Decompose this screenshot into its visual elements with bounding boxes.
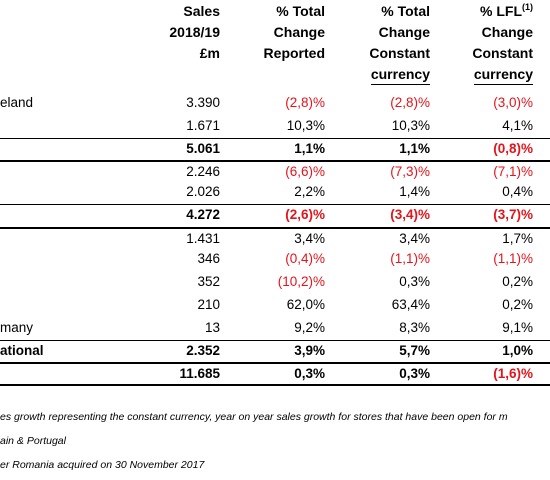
cell-reported: 1,1% xyxy=(294,141,325,156)
cell-sales: 3.390 xyxy=(186,95,220,110)
cell-lfl: 0,2% xyxy=(502,274,533,289)
row-label: ational xyxy=(0,343,44,358)
cell-sales: 1.671 xyxy=(186,118,220,133)
cell-reported: 3,4% xyxy=(294,231,325,246)
header-reported-line1: % Total xyxy=(276,3,325,19)
cell-constant: 10,3% xyxy=(391,118,430,133)
cell-reported: 0,3% xyxy=(294,366,325,381)
header-lfl: % LFL(1) Change Constant currency xyxy=(472,0,533,89)
sales-table: Sales 2018/19 £m % Total Change Reported… xyxy=(0,0,550,386)
cell-reported: (2,6)% xyxy=(285,207,325,222)
cell-reported: 9,2% xyxy=(294,320,325,335)
header-constant-line4: currency xyxy=(370,65,430,85)
cell-reported: (0,4)% xyxy=(285,251,325,266)
header-pct-total-reported: % Total Change Reported xyxy=(264,0,325,89)
footnote-1: es growth representing the constant curr… xyxy=(0,411,508,423)
cell-lfl: 1,0% xyxy=(502,343,533,358)
header-constant-line1: % Total xyxy=(381,3,430,19)
cell-sales: 2.026 xyxy=(186,184,220,199)
cell-lfl: 1,7% xyxy=(502,231,533,246)
table-row: 1.431 3,4% 3,4% 1,7% xyxy=(0,227,550,249)
cell-constant: (1,1)% xyxy=(390,251,430,266)
header-reported-line2: Change xyxy=(273,24,325,40)
header-lfl-line2: Change xyxy=(481,24,533,40)
table-row: ational 2.352 3,9% 5,7% 1,0% xyxy=(0,340,550,361)
header-sales-line2: 2018/19 xyxy=(169,24,220,40)
table-row: 352 (10,2)% 0,3% 0,2% xyxy=(0,272,550,292)
header-constant-line2: Change xyxy=(378,24,430,40)
cell-sales: 2.246 xyxy=(186,164,220,179)
footnote-3: er Romania acquired on 30 November 2017 xyxy=(0,459,205,471)
header-lfl-line1: % LFL xyxy=(480,3,522,19)
cell-constant: 1,4% xyxy=(399,184,430,199)
cell-sales: 13 xyxy=(204,320,220,335)
cell-lfl: (0,8)% xyxy=(493,141,533,156)
table-row: 210 62,0% 63,4% 0,2% xyxy=(0,295,550,315)
cell-reported: (10,2)% xyxy=(277,274,325,289)
row-label: eland xyxy=(0,95,34,110)
table-row: 1.671 10,3% 10,3% 4,1% xyxy=(0,116,550,136)
cell-reported: (2,8)% xyxy=(285,95,325,110)
cell-lfl: (1,1)% xyxy=(493,251,533,266)
cell-sales: 2.352 xyxy=(186,343,220,358)
header-sales-line1: Sales xyxy=(183,3,220,19)
header-sales: Sales 2018/19 £m xyxy=(169,0,220,89)
cell-lfl: 0,4% xyxy=(502,184,533,199)
cell-reported: 62,0% xyxy=(286,297,325,312)
cell-constant: 5,7% xyxy=(399,343,430,358)
cell-sales: 352 xyxy=(197,274,220,289)
cell-reported: 2,2% xyxy=(294,184,325,199)
header-lfl-line4: currency xyxy=(473,65,533,85)
table-row: 2.026 2,2% 1,4% 0,4% xyxy=(0,182,550,202)
cell-lfl: (3,0)% xyxy=(493,95,533,110)
cell-lfl: 9,1% xyxy=(502,320,533,335)
header-reported-line3: Reported xyxy=(263,45,325,61)
cell-constant: 8,3% xyxy=(399,320,430,335)
table-row: 5.061 1,1% 1,1% (0,8)% xyxy=(0,138,550,159)
header-constant-line3: Constant xyxy=(369,45,430,61)
table-row: eland 3.390 (2,8)% (2,8)% (3,0)% xyxy=(0,93,550,113)
cell-sales: 346 xyxy=(197,251,220,266)
cell-constant: (3,4)% xyxy=(390,207,430,222)
header-sales-line3: £m xyxy=(199,45,220,61)
header-pct-total-constant: % Total Change Constant currency xyxy=(369,0,430,89)
cell-reported: 10,3% xyxy=(286,118,325,133)
table-row: 11.685 0,3% 0,3% (1,6)% xyxy=(0,362,550,386)
cell-lfl: (3,7)% xyxy=(493,207,533,222)
table-row: many 13 9,2% 8,3% 9,1% xyxy=(0,318,550,338)
cell-sales: 4.272 xyxy=(186,207,220,222)
cell-sales: 11.685 xyxy=(179,366,220,381)
cell-constant: 3,4% xyxy=(399,231,430,246)
cell-lfl: 4,1% xyxy=(502,118,533,133)
cell-sales: 210 xyxy=(197,297,220,312)
cell-constant: 63,4% xyxy=(391,297,430,312)
cell-sales: 5.061 xyxy=(186,141,220,156)
footnote-2: ain & Portugal xyxy=(0,435,66,447)
cell-lfl: (7,1)% xyxy=(493,164,533,179)
cell-constant: (2,8)% xyxy=(390,95,430,110)
cell-constant: 0,3% xyxy=(399,274,430,289)
cell-reported: 3,9% xyxy=(294,343,325,358)
cell-reported: (6,6)% xyxy=(285,164,325,179)
cell-constant: 1,1% xyxy=(399,141,430,156)
header-lfl-line3: Constant xyxy=(472,45,533,61)
cell-constant: (7,3)% xyxy=(390,164,430,179)
table-row: 4.272 (2,6)% (3,4)% (3,7)% xyxy=(0,204,550,225)
table-row: 2.246 (6,6)% (7,3)% (7,1)% xyxy=(0,160,550,182)
table-row: 346 (0,4)% (1,1)% (1,1)% xyxy=(0,249,550,269)
cell-lfl: (1,6)% xyxy=(493,366,533,381)
header-lfl-footnote-ref: (1) xyxy=(522,2,533,12)
cell-lfl: 0,2% xyxy=(502,297,533,312)
cell-constant: 0,3% xyxy=(399,366,430,381)
cell-sales: 1.431 xyxy=(186,231,220,246)
row-label: many xyxy=(0,320,34,335)
